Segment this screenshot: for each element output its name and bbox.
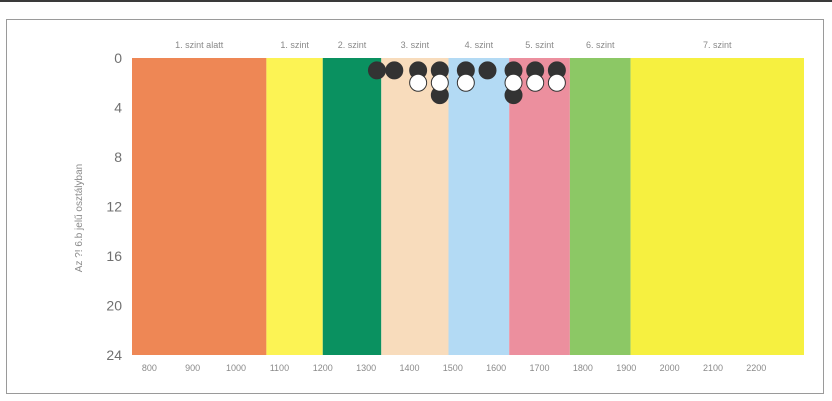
y-axis-label: Az ?! 6.b jelű osztályban	[74, 164, 85, 272]
data-point-white	[526, 73, 545, 92]
level-band	[630, 58, 804, 355]
top-border-line	[0, 0, 832, 2]
level-band	[569, 58, 631, 355]
y-tick-label: 8	[114, 149, 122, 165]
y-tick-label: 12	[106, 199, 122, 215]
level-band-label: 6. szint	[586, 40, 615, 50]
level-band-label: 5. szint	[525, 40, 554, 50]
x-tick-label: 2000	[660, 363, 680, 373]
data-point-white	[409, 73, 428, 92]
level-band-labels: 1. szint alatt 1. szint 2. szint 3. szint 4.…	[175, 40, 732, 50]
level-band-label: 3. szint	[401, 40, 430, 50]
x-tick-label: 1000	[226, 363, 246, 373]
x-tick-label: 1800	[573, 363, 593, 373]
level-bands	[132, 58, 804, 355]
x-tick-label: 2100	[703, 363, 723, 373]
level-band-label: 1. szint alatt	[175, 40, 224, 50]
x-tick-label: 1300	[356, 363, 376, 373]
data-point-white	[430, 73, 449, 92]
data-point-white	[547, 73, 566, 92]
level-band-label: 1. szint	[280, 40, 309, 50]
level-band-label: 7. szint	[703, 40, 732, 50]
x-tick-label: 1400	[399, 363, 419, 373]
level-band-label: 4. szint	[465, 40, 494, 50]
x-tick-label: 1200	[313, 363, 333, 373]
x-axis-ticks: 800 900 1000 1100 1200 1300 1400 1500 1600 1700 18…	[142, 363, 766, 373]
data-point-dark	[478, 61, 497, 80]
y-tick-label: 4	[114, 100, 122, 116]
level-band	[322, 58, 382, 355]
level-band	[381, 58, 449, 355]
data-point-white	[456, 73, 475, 92]
data-point-dark	[385, 61, 404, 80]
x-tick-label: 1500	[443, 363, 463, 373]
x-tick-label: 1900	[616, 363, 636, 373]
data-points	[367, 61, 566, 105]
x-tick-label: 800	[142, 363, 157, 373]
x-tick-label: 1100	[270, 363, 289, 373]
x-tick-label: 900	[185, 363, 200, 373]
x-tick-label: 1700	[530, 363, 550, 373]
data-point-dark	[367, 61, 386, 80]
level-band	[509, 58, 570, 355]
x-tick-label: 1600	[486, 363, 506, 373]
level-band	[448, 58, 510, 355]
level-band	[132, 58, 267, 355]
data-point-white	[504, 73, 523, 92]
y-tick-label: 16	[106, 248, 122, 264]
y-axis-ticks: 0 4 8 12 16 20 24	[106, 50, 122, 363]
y-tick-label: 0	[114, 50, 122, 66]
x-tick-label: 2200	[746, 363, 766, 373]
level-band	[266, 58, 323, 355]
level-band-label: 2. szint	[338, 40, 367, 50]
y-tick-label: 24	[106, 347, 122, 363]
y-tick-label: 20	[106, 298, 122, 314]
